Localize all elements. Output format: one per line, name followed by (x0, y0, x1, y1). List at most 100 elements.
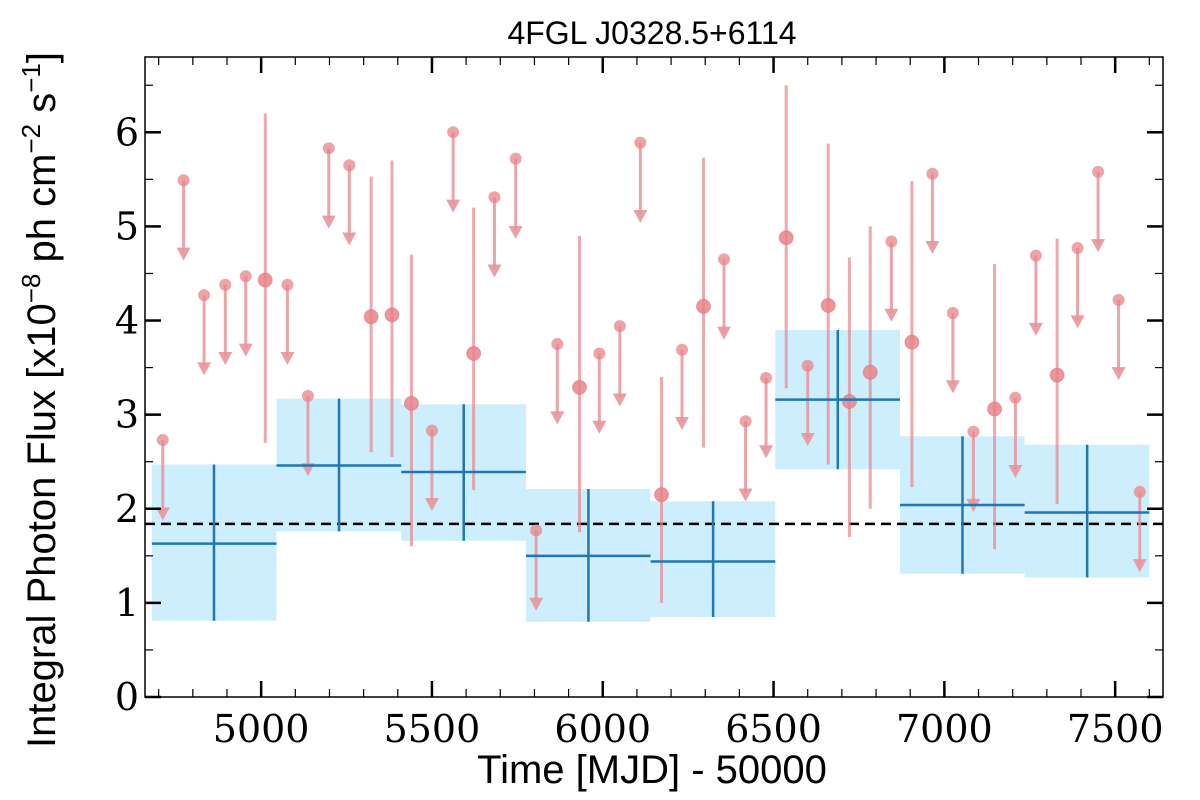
upper-limit-arrow-head (321, 215, 336, 229)
upper-limit-23 (884, 235, 899, 322)
upper-limit-arrow-head (759, 445, 774, 459)
upper-limit-point (301, 389, 314, 402)
detection-point (654, 487, 670, 503)
x-tick-label: 7000 (896, 707, 993, 751)
upper-limit-point (946, 307, 959, 319)
upper-limit-point (634, 136, 647, 149)
x-tick-label: 6000 (554, 707, 651, 751)
detection-2 (384, 160, 400, 457)
x-tick-label: 7500 (1067, 707, 1164, 751)
detection-14 (1049, 238, 1065, 505)
upper-limit-point (676, 343, 689, 356)
binned-cross-4 (650, 501, 776, 617)
upper-limit-arrow-head (342, 232, 357, 246)
upper-limit-arrow-head (738, 488, 753, 502)
y-tick-label: 2 (115, 487, 139, 531)
detection-1 (363, 176, 379, 453)
upper-limit-arrow-head (1008, 465, 1023, 478)
upper-limit-arrow-head (550, 411, 565, 425)
upper-limit-arrow-head (633, 209, 648, 223)
upper-limit-point (156, 434, 169, 447)
upper-limit-point (926, 167, 939, 180)
upper-limit-point (1133, 485, 1146, 498)
upper-limit-point (1112, 293, 1125, 306)
x-tick-label: 5500 (384, 707, 481, 751)
upper-limit-10 (446, 126, 461, 213)
upper-limit-arrow-head (945, 380, 960, 394)
axis-ticks (145, 57, 1163, 699)
y-tick-label: 0 (115, 675, 139, 719)
upper-limit-arrow-head (155, 507, 170, 521)
x-tick-label: 5000 (213, 707, 310, 751)
upper-limit-point (801, 359, 814, 372)
upper-limit-arrow-head (1091, 239, 1106, 253)
upper-limit-30 (1091, 165, 1106, 253)
upper-limit-arrow-head (218, 352, 233, 366)
upper-limit-18 (675, 343, 690, 430)
detection-point (904, 334, 920, 350)
upper-limit-9 (424, 424, 439, 511)
upper-limit-25 (945, 307, 960, 394)
upper-limit-point (177, 174, 190, 187)
upper-limit-16 (612, 320, 627, 407)
detection-4 (466, 207, 482, 490)
detection-point (841, 393, 857, 409)
upper-limit-arrow-head (529, 597, 544, 611)
upper-limit-point (739, 415, 752, 428)
upper-limit-20 (738, 415, 753, 502)
upper-limit-arrow-head (717, 326, 732, 340)
y-tick-label: 1 (115, 581, 139, 625)
upper-limit-0 (155, 434, 170, 521)
binned-cross-3 (525, 489, 651, 622)
detection-13 (987, 264, 1003, 550)
detection-point (403, 395, 419, 411)
detection-8 (778, 85, 794, 389)
upper-limit-32 (1132, 485, 1147, 573)
detection-point (696, 298, 712, 314)
upper-limit-arrow-head (1111, 367, 1126, 381)
upper-limit-arrow-head (1028, 322, 1043, 336)
upper-limit-14 (550, 338, 565, 425)
upper-limit-arrow-head (176, 247, 191, 261)
upper-limit-arrow-head (487, 264, 502, 278)
upper-limit-point (1092, 165, 1105, 178)
upper-limit-arrow-head (925, 241, 940, 254)
detection-5 (572, 235, 588, 533)
upper-limit-19 (717, 253, 732, 340)
upper-limit-3 (218, 278, 233, 366)
binned-cross-5 (775, 329, 900, 470)
upper-limit-point (198, 289, 211, 302)
binned-flux-crosses (151, 329, 1150, 622)
upper-limit-22 (800, 359, 815, 446)
upper-limit-point (488, 191, 501, 204)
upper-limit-arrow-head (508, 225, 523, 239)
upper-limit-point (1009, 391, 1022, 404)
binned-cross-6 (899, 436, 1025, 574)
upper-limit-21 (759, 371, 774, 459)
upper-limit-29 (1070, 242, 1085, 329)
detection-point (384, 307, 400, 323)
upper-limit-arrow-head (197, 362, 212, 376)
upper-limit-point (613, 320, 626, 333)
x-tick-label: 6500 (725, 707, 822, 751)
upper-limit-12 (508, 152, 523, 239)
upper-limit-31 (1111, 293, 1126, 381)
detection-point (778, 230, 794, 246)
y-tick-label: 4 (115, 299, 139, 343)
upper-limit-arrow-head (1132, 559, 1147, 573)
upper-limit-arrow-head (1070, 315, 1085, 329)
y-tick-labels: 0 1 2 3 4 5 6 (115, 110, 139, 719)
upper-limit-point (343, 159, 356, 172)
upper-limit-arrow-head (280, 352, 295, 366)
detection-10 (841, 257, 857, 537)
detection-point (987, 401, 1003, 417)
upper-limit-point (530, 524, 543, 537)
detection-point (257, 272, 273, 288)
detection-6 (654, 377, 670, 603)
upper-limit-1 (176, 174, 191, 261)
upper-limit-8 (342, 159, 357, 246)
y-tick-label: 5 (115, 204, 139, 248)
upper-limit-point (1071, 242, 1084, 255)
detection-point (466, 345, 482, 361)
